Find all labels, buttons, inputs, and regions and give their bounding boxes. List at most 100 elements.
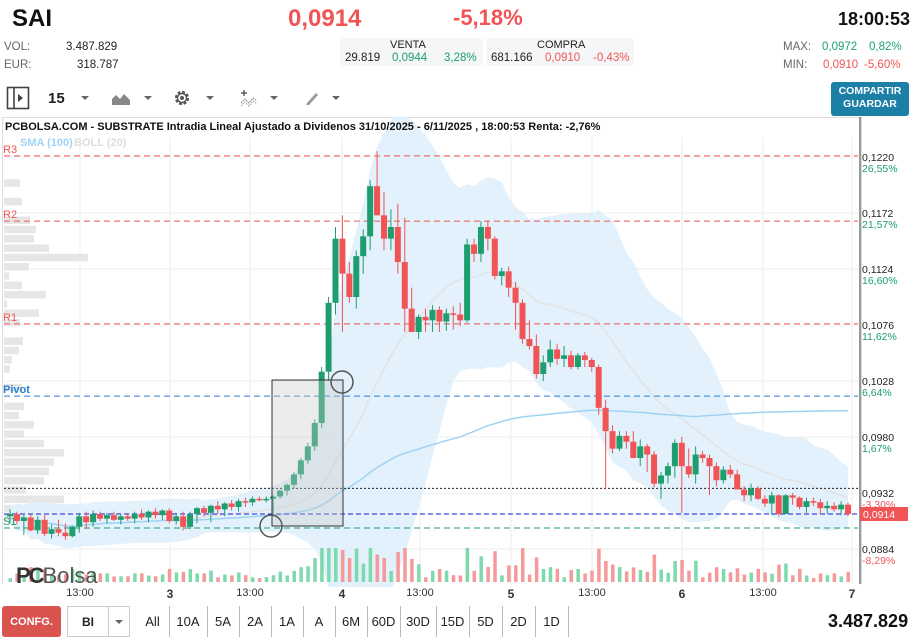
volume-profile-bar — [4, 486, 26, 494]
volume-bar — [209, 570, 213, 582]
range-button-a[interactable]: A — [303, 606, 336, 637]
range-button-6m[interactable]: 6M — [335, 606, 368, 637]
volume-bar — [832, 573, 837, 582]
candle-body — [207, 505, 214, 513]
range-button-2a[interactable]: 2A — [239, 606, 272, 637]
candle-body — [512, 287, 519, 303]
range-button-1d[interactable]: 1D — [535, 606, 569, 637]
range-button-2d[interactable]: 2D — [502, 606, 536, 637]
candle-body — [353, 256, 360, 297]
candle-body — [498, 271, 505, 276]
max-pct: 0,82% — [869, 41, 902, 53]
candle-body — [83, 516, 90, 523]
config-button[interactable]: CONFG. — [2, 606, 61, 637]
pcbolsa-watermark: PCBolsa — [16, 563, 98, 587]
range-button-5d[interactable]: 5D — [469, 606, 503, 637]
volume-bar — [243, 575, 248, 582]
candle-body — [782, 495, 789, 514]
candle-body — [131, 514, 138, 519]
volume-bar — [167, 568, 172, 582]
candle-body — [748, 488, 755, 496]
volume-bar — [659, 569, 664, 582]
candle-body — [574, 355, 581, 367]
candle-body — [304, 446, 311, 461]
toggle-panel-button[interactable] — [6, 86, 30, 110]
candle-body — [824, 505, 831, 509]
volume-profile-bar — [4, 216, 30, 224]
range-button-all[interactable]: All — [136, 606, 170, 637]
candle-body — [249, 498, 256, 503]
x-tick-label: 13:00 — [749, 587, 777, 599]
candle-body — [685, 466, 692, 475]
volume-bar — [264, 577, 269, 582]
volume-bar — [347, 558, 352, 582]
chart-frame — [2, 117, 862, 585]
chevron-down-icon — [115, 619, 123, 624]
volume-bar — [541, 569, 546, 582]
candle-body — [602, 407, 609, 432]
range-button-10a[interactable]: 10A — [169, 606, 208, 637]
chart-type-button[interactable] — [112, 86, 152, 110]
volume-profile-bar — [4, 244, 49, 252]
candle-body — [401, 262, 408, 309]
volume-bar — [278, 571, 283, 582]
candle-body — [187, 514, 194, 527]
y-tick-percent: 16,60% — [862, 275, 898, 287]
candle-body — [581, 355, 588, 360]
volume-bar — [202, 573, 206, 582]
x-tick-label: 13:00 — [66, 587, 94, 599]
candle-body — [637, 446, 644, 458]
volume-bar — [361, 563, 366, 582]
x-tick-label: 13:00 — [578, 587, 606, 599]
volume-bar — [285, 575, 290, 582]
candle-body — [754, 488, 761, 499]
volume-bar — [403, 548, 407, 582]
candle-body — [124, 516, 131, 519]
volume-bar — [624, 571, 629, 582]
y-tick-percent: 6,64% — [862, 387, 892, 399]
volume-bar — [271, 575, 276, 582]
candle-body — [166, 510, 173, 521]
candle-body — [796, 497, 803, 507]
legend-boll[interactable]: BOLL (20) — [74, 137, 127, 149]
volume-bar — [140, 573, 144, 582]
volume-bar — [230, 575, 234, 582]
range-button-1a[interactable]: 1A — [271, 606, 304, 637]
range-button-60d[interactable]: 60D — [367, 606, 401, 637]
indicators-button[interactable] — [240, 86, 278, 110]
volume-bar — [216, 577, 220, 582]
range-button-15d[interactable]: 15D — [436, 606, 470, 637]
chart-style-select[interactable]: BI — [67, 606, 130, 637]
volume-bar — [119, 576, 123, 582]
range-button-30d[interactable]: 30D — [400, 606, 437, 637]
interval-select[interactable]: 15 — [48, 86, 89, 110]
bollinger-band — [10, 117, 848, 587]
volume-bar — [611, 564, 615, 582]
candle-body — [692, 454, 699, 475]
volume-bar — [472, 570, 477, 582]
y-tick-percent: 21,57% — [862, 219, 898, 231]
drawing-tools-button[interactable] — [304, 86, 340, 110]
volume-bar — [15, 573, 19, 582]
candle-body — [644, 446, 651, 455]
volume-bar — [770, 573, 774, 582]
price-chart[interactable]: R3R2R1PivotS1PCBolsa0,122026,55%0,117221… — [0, 117, 923, 587]
candle-body — [671, 442, 678, 467]
volume-bar — [597, 548, 601, 582]
volume-bar — [839, 576, 844, 582]
volume-bar — [714, 567, 719, 582]
indicator-add-icon — [240, 90, 258, 107]
candle-body — [450, 313, 457, 315]
range-button-5a[interactable]: 5A — [207, 606, 240, 637]
settings-button[interactable] — [172, 86, 214, 110]
share-save-button[interactable]: COMPARTIR GUARDAR — [831, 82, 909, 116]
volume-bar — [798, 568, 802, 582]
legend-sma[interactable]: SMA (100) — [20, 137, 73, 149]
candle-body — [630, 441, 637, 458]
volume-bar — [84, 574, 89, 582]
volume-bar — [784, 563, 788, 582]
candle-body — [228, 503, 235, 507]
candle-body — [325, 302, 332, 372]
y-tick-percent: 26,55% — [862, 163, 898, 175]
volume-profile-bar — [4, 281, 22, 290]
